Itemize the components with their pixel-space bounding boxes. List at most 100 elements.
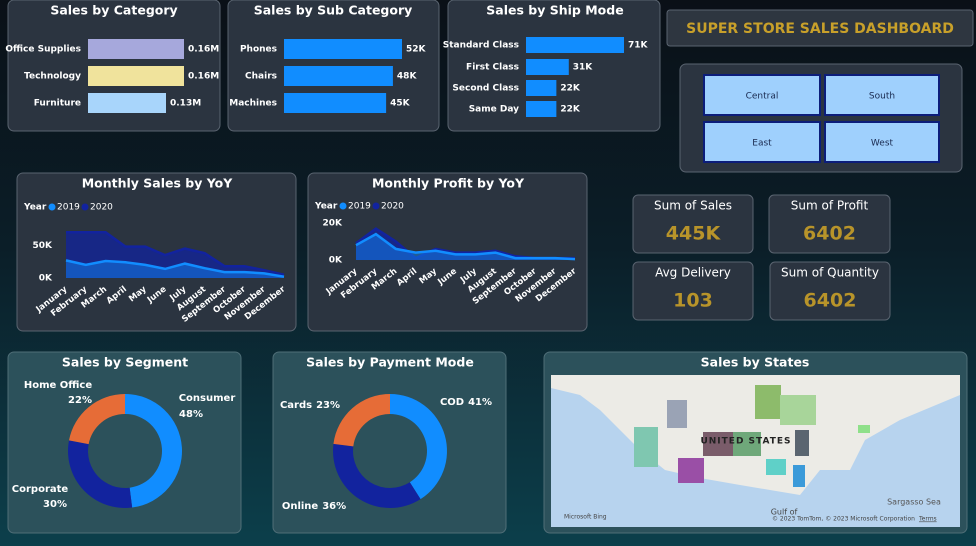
data-label: 31K	[573, 63, 594, 73]
slice-value: 48%	[179, 409, 203, 420]
category-label: Machines	[229, 99, 277, 109]
map-bing: Microsoft Bing	[564, 514, 607, 521]
kpi-value: 6402	[803, 223, 856, 245]
dashboard-title: SUPER STORE SALES DASHBOARD	[686, 21, 954, 37]
slicer-button[interactable]	[824, 74, 940, 116]
state	[858, 425, 870, 433]
category-label: Technology	[24, 72, 81, 82]
donut-slice	[390, 394, 447, 500]
slice-value: 23%	[316, 400, 340, 411]
slicer-button[interactable]	[824, 121, 940, 163]
bar	[526, 37, 624, 53]
data-label: 0.13M	[170, 99, 201, 109]
kpi-card	[632, 261, 754, 321]
category-label: First Class	[466, 63, 519, 73]
bar	[284, 93, 387, 113]
slice-label: COD 41%	[440, 397, 492, 408]
state	[766, 459, 786, 475]
line	[65, 259, 285, 278]
legend-marker	[372, 202, 380, 210]
slicer-label[interactable]: West	[871, 139, 894, 149]
kpi-label: Avg Delivery	[655, 266, 731, 280]
slicer: Central South East West	[703, 74, 940, 163]
bar	[526, 59, 569, 75]
panel	[7, 351, 242, 534]
state	[793, 465, 805, 487]
bar	[284, 39, 402, 59]
state	[795, 430, 809, 456]
y-tick-label: 20K	[323, 219, 344, 229]
slice-name: Cards	[280, 400, 312, 411]
legend-label: 2019	[348, 202, 371, 212]
chart-title: Monthly Sales by YoY	[82, 176, 234, 191]
data-label: 52K	[406, 45, 427, 55]
map-terms[interactable]: Terms	[918, 516, 937, 523]
legend-marker	[81, 203, 89, 211]
map-label: UNITED STATES	[700, 437, 791, 447]
kpi-card	[769, 261, 891, 321]
legend-marker	[339, 202, 347, 210]
category-label: Chairs	[245, 72, 277, 82]
state	[678, 458, 704, 483]
legend-title: Year	[314, 202, 338, 212]
bar	[88, 39, 184, 59]
chart-title: Sales by Sub Category	[254, 3, 413, 18]
slicer-button[interactable]	[703, 121, 821, 163]
kpi-value: 103	[673, 290, 713, 312]
state	[755, 385, 781, 419]
panel	[272, 351, 507, 534]
legend-label: 2019	[57, 203, 80, 213]
category-label: Office Supplies	[5, 45, 81, 55]
slicer-button[interactable]	[703, 74, 821, 116]
category-label: Standard Class	[443, 41, 519, 51]
chart-title: Sales by Segment	[62, 355, 188, 370]
kpi-label: Sum of Profit	[791, 199, 869, 213]
area	[66, 260, 284, 278]
map-title: Sales by States	[701, 355, 810, 370]
kpi-label: Sum of Quantity	[781, 266, 879, 280]
header-box	[666, 9, 974, 47]
state	[780, 395, 816, 425]
data-label: 71K	[628, 41, 649, 51]
slicer-label[interactable]: South	[869, 92, 895, 102]
bar	[526, 101, 557, 117]
chart-title: Sales by Category	[50, 3, 177, 18]
y-tick-label: 0K	[39, 274, 53, 284]
legend-title: Year	[23, 203, 47, 213]
data-label: 45K	[390, 99, 411, 109]
state	[634, 427, 658, 467]
state	[733, 432, 761, 456]
slice-value: 22%	[68, 395, 92, 406]
donut-slice	[333, 394, 390, 447]
kpi-card	[768, 194, 891, 254]
panel	[227, 0, 440, 132]
line	[355, 232, 576, 261]
chart-title: Sales by Payment Mode	[306, 355, 474, 370]
slice-value: 41%	[468, 397, 492, 408]
category-label: Phones	[240, 45, 277, 55]
map[interactable]: UNITED STATES Gulf of Sargasso Sea Micro…	[551, 375, 960, 527]
bar	[88, 93, 166, 113]
kpi-value: 445K	[666, 223, 722, 245]
slicer-label[interactable]: Central	[746, 92, 779, 102]
state	[667, 400, 687, 428]
area	[356, 234, 575, 260]
data-label: 22K	[560, 105, 581, 115]
slice-name: Home Office	[24, 380, 93, 391]
slice-label: Online 36%	[282, 501, 346, 512]
line	[66, 231, 285, 276]
legend-label: 2020	[90, 203, 113, 213]
kpi-label: Sum of Sales	[654, 199, 732, 213]
category-label: Same Day	[469, 105, 519, 115]
donut-slice	[125, 394, 182, 508]
donut-slice	[68, 440, 133, 508]
kpi-card	[632, 194, 754, 254]
legend-label: 2020	[381, 202, 404, 212]
data-label: 22K	[560, 84, 581, 94]
slice-name: Online	[282, 501, 319, 512]
slice-value: 30%	[43, 499, 67, 510]
legend-marker	[48, 203, 56, 211]
data-label: 0.16M	[188, 45, 219, 55]
data-label: 48K	[397, 72, 418, 82]
slicer-label[interactable]: East	[752, 139, 772, 149]
